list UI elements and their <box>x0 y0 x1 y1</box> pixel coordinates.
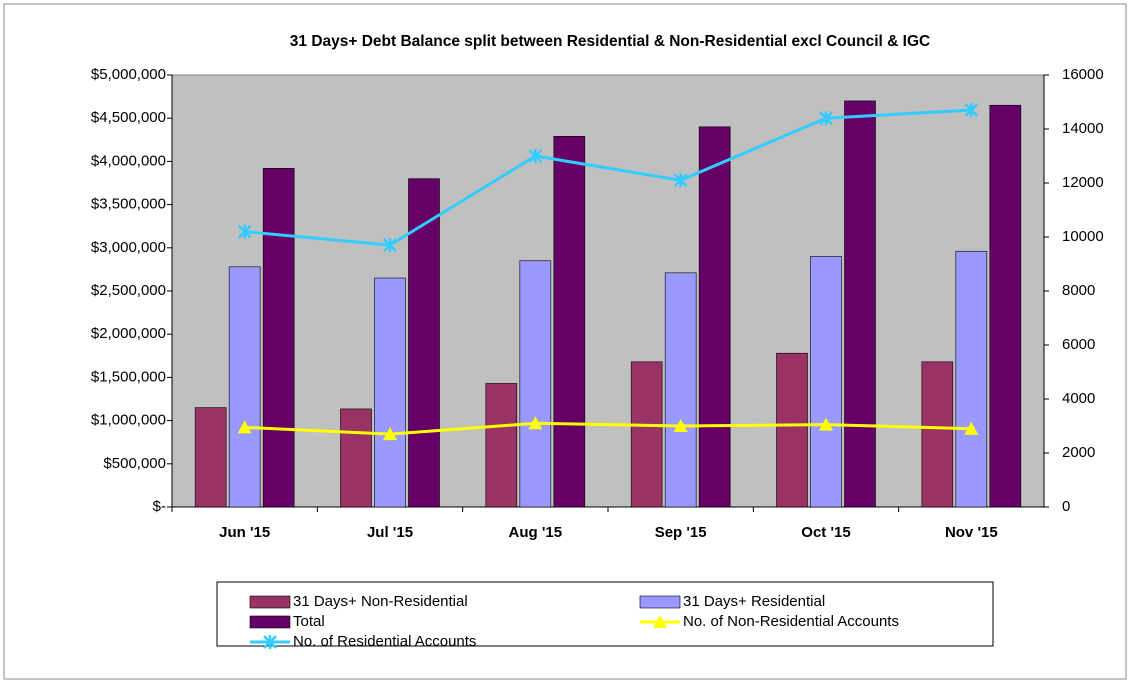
bar <box>630 361 663 508</box>
line-marker <box>263 635 277 649</box>
line-marker <box>237 420 252 434</box>
line-marker <box>383 427 397 441</box>
y-tick-label: $3,000,000 <box>91 239 166 256</box>
bar <box>921 361 954 508</box>
line-marker <box>653 615 667 628</box>
legend-label: No. of Non-Residential Accounts <box>683 613 899 630</box>
y-tick-label: $1,500,000 <box>91 368 166 385</box>
bar <box>989 104 1022 508</box>
bar <box>810 256 842 508</box>
bar <box>519 260 552 508</box>
x-tick-label: Aug '15 <box>509 524 563 541</box>
line-marker <box>383 238 397 253</box>
line-marker <box>528 416 543 430</box>
bar <box>844 100 876 508</box>
x-tick-label: Oct '15 <box>801 524 850 541</box>
line <box>244 421 972 436</box>
bar <box>664 272 697 508</box>
line-marker <box>819 111 833 126</box>
y-tick-label: $- <box>153 498 166 515</box>
bar <box>262 168 295 508</box>
y2-tick-label: 0 <box>1062 498 1070 515</box>
y-tick-label: $5,000,000 <box>91 66 166 83</box>
x-tick-label: Nov '15 <box>945 524 998 541</box>
y-tick-label: $2,000,000 <box>91 325 166 342</box>
y2-tick-label: 16000 <box>1062 66 1104 83</box>
bar <box>698 126 731 508</box>
y2-tick-label: 14000 <box>1062 120 1104 137</box>
line-marker <box>819 417 833 431</box>
line-marker <box>673 419 688 432</box>
y2-tick-label: 4000 <box>1062 390 1095 407</box>
y2-tick-label: 12000 <box>1062 174 1104 191</box>
legend-swatch <box>249 615 291 629</box>
y2-tick-label: 8000 <box>1062 282 1095 299</box>
bar <box>374 277 406 508</box>
x-tick-label: Sep '15 <box>655 524 707 541</box>
line <box>244 108 972 247</box>
plot-area <box>171 74 1045 508</box>
y-tick-label: $4,500,000 <box>91 109 166 126</box>
line-marker <box>964 421 979 435</box>
y-tick-label: $500,000 <box>103 455 166 472</box>
bar <box>776 352 808 508</box>
legend-label: No. of Residential Accounts <box>293 633 476 650</box>
y2-tick-label: 10000 <box>1062 228 1104 245</box>
bar <box>194 407 227 508</box>
bar <box>955 250 988 508</box>
y2-tick-label: 2000 <box>1062 444 1095 461</box>
bar <box>340 408 372 508</box>
line-marker <box>673 173 688 188</box>
legend-swatch <box>639 595 681 609</box>
y-tick-label: $2,500,000 <box>91 282 166 299</box>
bar <box>228 266 261 508</box>
line-marker <box>528 149 543 163</box>
bar <box>553 136 586 508</box>
bar <box>408 178 440 508</box>
legend-swatch <box>249 595 291 609</box>
legend-box <box>216 581 994 647</box>
bar <box>485 383 518 508</box>
line-marker <box>964 103 979 118</box>
legend-label: 31 Days+ Residential <box>683 593 825 610</box>
y-tick-label: $1,000,000 <box>91 412 166 429</box>
line-marker <box>237 224 252 239</box>
legend-label: Total <box>293 613 325 630</box>
x-tick-label: Jun '15 <box>219 524 270 541</box>
y-tick-label: $3,500,000 <box>91 196 166 213</box>
y2-tick-label: 6000 <box>1062 336 1095 353</box>
y-tick-label: $4,000,000 <box>91 152 166 169</box>
chart-title: 31 Days+ Debt Balance split between Resi… <box>290 33 930 50</box>
x-tick-label: Jul '15 <box>367 524 413 541</box>
legend-label: 31 Days+ Non-Residential <box>293 593 468 610</box>
